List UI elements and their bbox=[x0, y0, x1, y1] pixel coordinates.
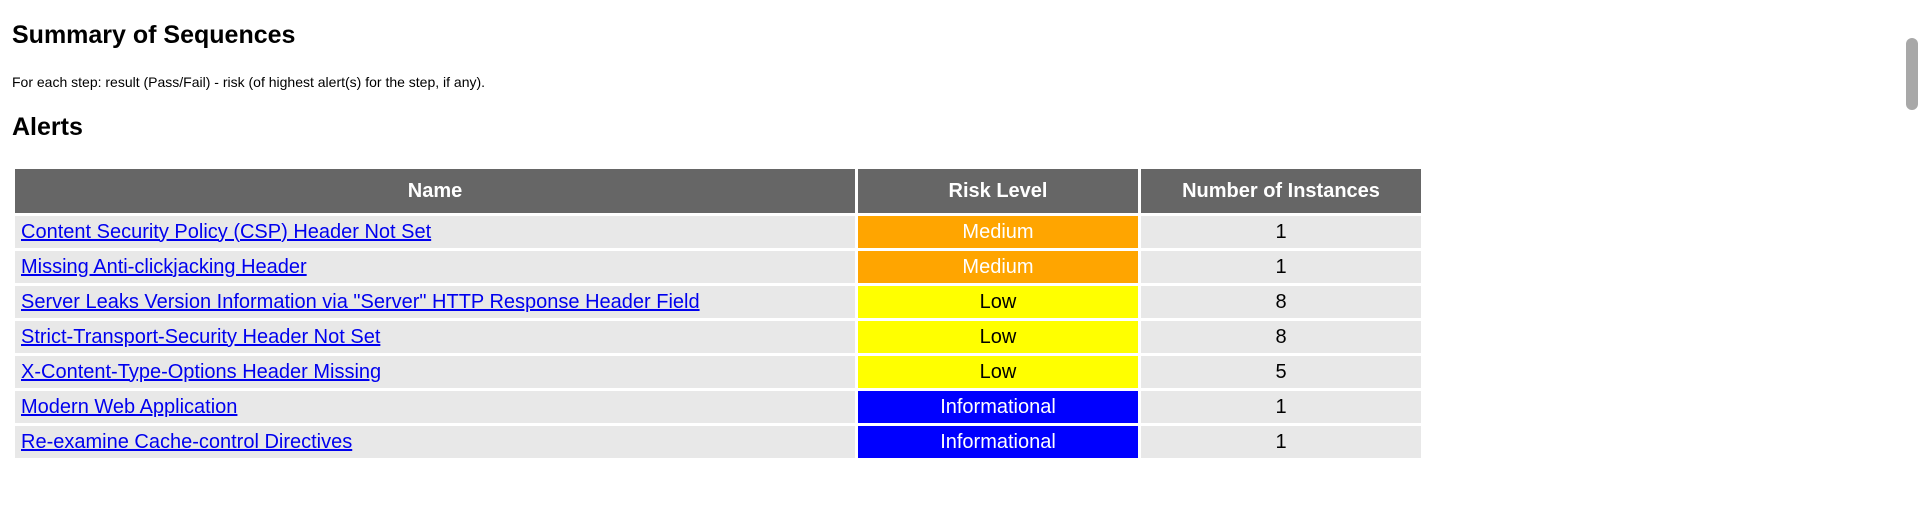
page-title: Summary of Sequences bbox=[12, 21, 296, 49]
alert-link[interactable]: Re-examine Cache-control Directives bbox=[21, 430, 353, 453]
alert-link[interactable]: Missing Anti-clickjacking Header bbox=[21, 255, 307, 278]
alert-name-cell: X-Content-Type-Options Header Missing bbox=[15, 356, 855, 388]
instance-count: 1 bbox=[1141, 391, 1421, 423]
alert-name-cell: Modern Web Application bbox=[15, 391, 855, 423]
alert-link[interactable]: Modern Web Application bbox=[21, 395, 238, 418]
table-row: X-Content-Type-Options Header Missing Lo… bbox=[15, 356, 1421, 388]
risk-level-badge: Low bbox=[858, 356, 1138, 388]
risk-level-badge: Medium bbox=[858, 216, 1138, 248]
instance-count: 1 bbox=[1141, 426, 1421, 458]
alert-link[interactable]: Server Leaks Version Information via "Se… bbox=[21, 290, 700, 313]
alert-name-cell: Re-examine Cache-control Directives bbox=[15, 426, 855, 458]
table-row: Content Security Policy (CSP) Header Not… bbox=[15, 216, 1421, 248]
risk-level-badge: Low bbox=[858, 321, 1138, 353]
instance-count: 8 bbox=[1141, 321, 1421, 353]
alert-link[interactable]: Strict-Transport-Security Header Not Set bbox=[21, 325, 381, 348]
table-row: Strict-Transport-Security Header Not Set… bbox=[15, 321, 1421, 353]
instance-count: 5 bbox=[1141, 356, 1421, 388]
table-row: Modern Web Application Informational 1 bbox=[15, 391, 1421, 423]
alerts-table: Name Risk Level Number of Instances Cont… bbox=[12, 166, 1424, 461]
vertical-scrollbar[interactable] bbox=[1902, 0, 1920, 505]
table-row: Re-examine Cache-control Directives Info… bbox=[15, 426, 1421, 458]
header-number-of-instances: Number of Instances bbox=[1141, 169, 1421, 213]
alert-name-cell: Strict-Transport-Security Header Not Set bbox=[15, 321, 855, 353]
summary-description: For each step: result (Pass/Fail) - risk… bbox=[12, 74, 486, 90]
header-risk-level: Risk Level bbox=[858, 169, 1138, 213]
alert-link[interactable]: X-Content-Type-Options Header Missing bbox=[21, 360, 382, 383]
alert-name-cell: Missing Anti-clickjacking Header bbox=[15, 251, 855, 283]
risk-level-badge: Medium bbox=[858, 251, 1138, 283]
instance-count: 1 bbox=[1141, 251, 1421, 283]
instance-count: 1 bbox=[1141, 216, 1421, 248]
alert-name-cell: Server Leaks Version Information via "Se… bbox=[15, 286, 855, 318]
alert-name-cell: Content Security Policy (CSP) Header Not… bbox=[15, 216, 855, 248]
header-name: Name bbox=[15, 169, 855, 213]
alert-link[interactable]: Content Security Policy (CSP) Header Not… bbox=[21, 220, 432, 243]
risk-level-badge: Informational bbox=[858, 426, 1138, 458]
scrollbar-thumb[interactable] bbox=[1906, 38, 1918, 110]
alerts-heading: Alerts bbox=[12, 113, 83, 141]
table-row: Server Leaks Version Information via "Se… bbox=[15, 286, 1421, 318]
table-header-row: Name Risk Level Number of Instances bbox=[15, 169, 1421, 213]
table-row: Missing Anti-clickjacking Header Medium … bbox=[15, 251, 1421, 283]
risk-level-badge: Low bbox=[858, 286, 1138, 318]
risk-level-badge: Informational bbox=[858, 391, 1138, 423]
instance-count: 8 bbox=[1141, 286, 1421, 318]
